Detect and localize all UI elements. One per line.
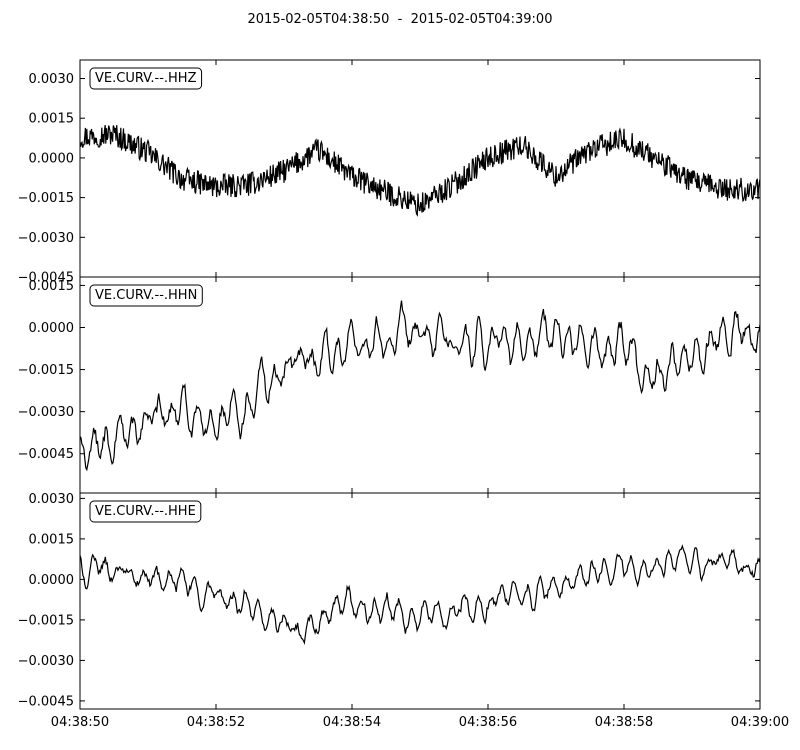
y-tick-label: 0.0000 xyxy=(29,151,75,166)
x-tick-label: 04:38:52 xyxy=(187,715,245,730)
y-tick-label: 0.0015 xyxy=(29,112,75,127)
trace-label-box xyxy=(89,284,203,307)
y-tick-label: −0.0015 xyxy=(18,191,74,206)
x-tick-label: 04:38:50 xyxy=(51,715,109,730)
y-tick-label: −0.0030 xyxy=(18,231,74,246)
x-tick-label: 04:38:54 xyxy=(323,715,381,730)
y-tick-label: 0.0000 xyxy=(29,321,75,336)
waveform-line-1 xyxy=(80,125,760,217)
trace-label-box xyxy=(89,67,203,90)
y-tick-label: −0.0045 xyxy=(18,694,74,709)
y-tick-label: 0.0015 xyxy=(29,532,75,547)
y-tick-label: −0.0015 xyxy=(18,613,74,628)
trace-label: VE.CURV.--.HHE xyxy=(95,504,196,519)
x-tick-label: 04:38:56 xyxy=(459,715,517,730)
y-tick-label: 0.0030 xyxy=(29,492,75,507)
y-tick-label: 0.0015 xyxy=(29,279,75,294)
y-tick-label: −0.0030 xyxy=(18,405,74,420)
x-tick-label: 04:39:00 xyxy=(731,715,789,730)
trace-label: VE.CURV.--.HHZ xyxy=(95,71,197,86)
waveform-line-2 xyxy=(80,300,760,472)
panel-frame-3 xyxy=(79,492,761,710)
waveform-line-3 xyxy=(80,544,760,645)
y-tick-label: 0.0030 xyxy=(29,72,75,87)
trace-label-box xyxy=(89,500,202,523)
y-tick-label: −0.0030 xyxy=(18,654,74,669)
y-tick-label: 0.0000 xyxy=(29,573,75,588)
y-tick-label: −0.0045 xyxy=(18,447,74,462)
trace-label: VE.CURV.--.HHN xyxy=(95,288,197,303)
panel-frame-1 xyxy=(79,59,761,278)
y-tick-label: −0.0045 xyxy=(18,271,74,286)
figure-title: 2015-02-05T04:38:50 - 2015-02-05T04:39:0… xyxy=(247,12,553,27)
x-tick-label: 04:38:58 xyxy=(595,715,653,730)
panel-frame-2 xyxy=(79,276,761,494)
y-tick-label: −0.0015 xyxy=(18,363,74,378)
